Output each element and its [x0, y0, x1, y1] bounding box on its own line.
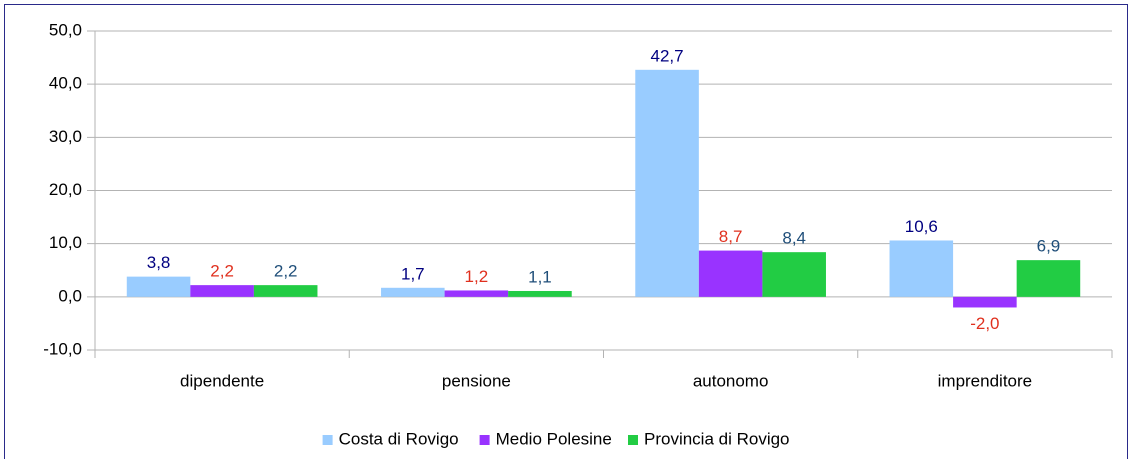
y-tick-label: -10,0 [43, 339, 82, 358]
bar [762, 252, 826, 297]
legend-swatch [479, 435, 490, 445]
value-label: 6,9 [1037, 237, 1061, 256]
y-tick-label: 10,0 [49, 233, 82, 252]
bar [444, 290, 509, 297]
value-label: 10,6 [905, 217, 938, 236]
bar [126, 276, 191, 297]
y-tick-label: 50,0 [49, 20, 82, 39]
legend-label: Medio Polesine [496, 429, 612, 448]
bar [1016, 260, 1081, 297]
bar [381, 287, 445, 297]
y-tick-label: 40,0 [49, 74, 82, 93]
y-tick-label: 0,0 [58, 286, 82, 305]
value-label: 2,2 [210, 262, 234, 281]
legend-swatch [628, 435, 638, 445]
x-tick-label: dipendente [180, 371, 264, 390]
bar [253, 285, 318, 297]
x-tick-label: pensione [442, 371, 511, 390]
chart-frame [4, 4, 1128, 464]
value-label: 1,7 [401, 264, 425, 283]
value-label: 42,7 [651, 46, 684, 65]
legend-swatch [322, 435, 333, 445]
legend-label: Costa di Rovigo [339, 429, 459, 448]
bar [953, 296, 1017, 308]
x-tick-label: autonomo [693, 371, 769, 390]
value-label: 8,7 [719, 227, 743, 246]
value-label: 1,2 [465, 267, 489, 286]
value-label: 8,4 [782, 229, 806, 248]
value-label: 2,2 [274, 262, 298, 281]
value-label: -2,0 [970, 314, 999, 333]
bar [889, 240, 954, 297]
y-tick-label: 30,0 [49, 127, 82, 146]
value-label: 1,1 [528, 267, 552, 286]
value-label: 3,8 [147, 253, 171, 272]
bar [190, 285, 254, 297]
bar [635, 69, 699, 297]
bar [508, 290, 572, 297]
legend-label: Provincia di Rovigo [644, 429, 790, 448]
bar [698, 250, 763, 297]
y-tick-label: 20,0 [49, 180, 82, 199]
x-tick-label: imprenditore [938, 371, 1033, 390]
